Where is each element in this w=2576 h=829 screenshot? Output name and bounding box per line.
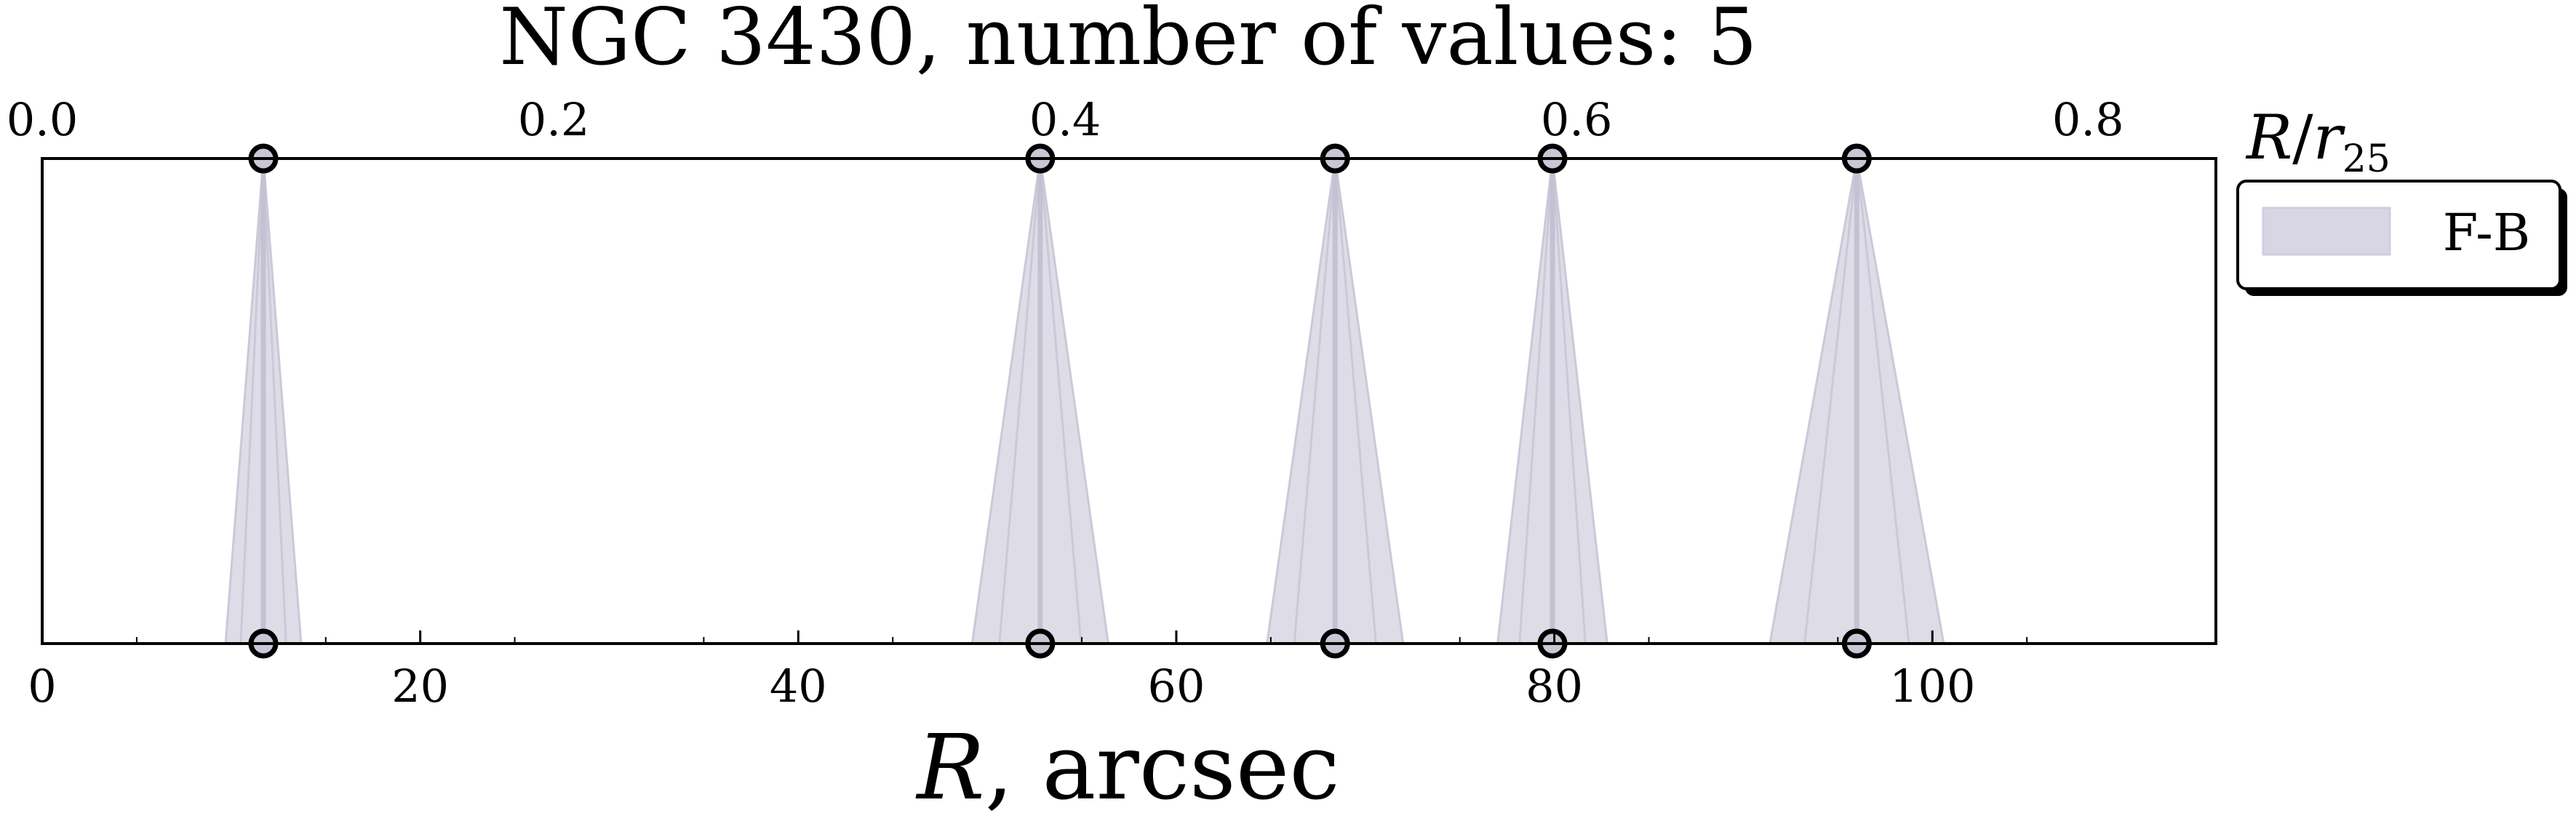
top-axis-label-sub-r: r: [2313, 102, 2346, 173]
plot-frame: [41, 157, 2217, 645]
top-axis-label: R/r25: [2245, 102, 2390, 181]
x-axis-label: R, arcsec: [915, 716, 1339, 820]
legend: F-B: [2236, 180, 2567, 296]
bottom-axis: 0 20 40 60 80 100: [28, 630, 2028, 713]
top-tick-label-0: 0.0: [7, 93, 79, 146]
x-tick-label-60: 60: [1148, 660, 1205, 713]
top-axis-label-slash: /: [2292, 102, 2313, 173]
data-marks: [224, 143, 1945, 659]
x-tick-label-80: 80: [1526, 660, 1583, 713]
legend-swatch-fb: [2262, 207, 2391, 256]
top-tick-label-0.2: 0.2: [518, 93, 590, 146]
x-axis-label-unit: , arcsec: [985, 716, 1340, 820]
top-tick-label-0.8: 0.8: [2052, 93, 2124, 146]
top-axis-label-r: R: [2245, 102, 2292, 173]
x-tick-label-20: 20: [391, 660, 449, 713]
legend-label-fb: F-B: [2443, 203, 2531, 263]
chart-title: NGC 3430, number of values: 5: [499, 0, 1757, 83]
x-tick-label-40: 40: [770, 660, 827, 713]
top-tick-label-0.4: 0.4: [1029, 93, 1101, 146]
top-axis-label-sub: 25: [2342, 137, 2390, 181]
top-tick-label-0.6: 0.6: [1541, 93, 1613, 146]
x-tick-label-100: 100: [1889, 660, 1975, 713]
x-tick-label-0: 0: [28, 660, 56, 713]
x-axis-label-symbol: R: [915, 716, 984, 820]
